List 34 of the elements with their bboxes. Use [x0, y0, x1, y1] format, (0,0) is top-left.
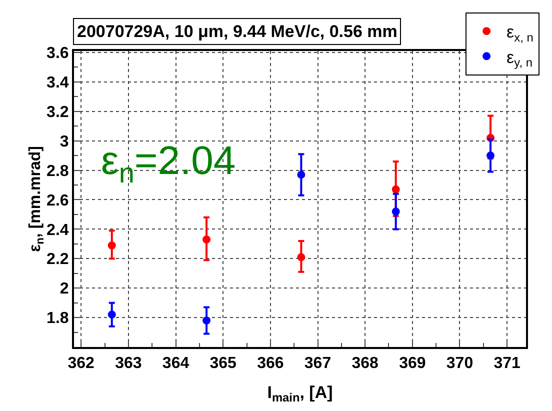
legend-label: ε$_{y, n}$ — [506, 48, 532, 70]
annotation: ε$_{n}$=2.04 — [101, 139, 236, 188]
y-tick-label: 3.6 — [46, 45, 69, 62]
point — [392, 208, 400, 216]
point — [202, 236, 211, 244]
point — [297, 170, 306, 179]
legend-label: ε$_{x, n}$ — [506, 22, 534, 44]
point — [392, 185, 400, 194]
y-tick-label: 2.2 — [46, 251, 69, 268]
x-tick-label: 367 — [304, 355, 332, 372]
y-tick-label: 3 — [60, 133, 69, 150]
y-tick-label: 3.4 — [46, 74, 69, 92]
x-tick-label: 366 — [257, 355, 284, 372]
y-tick-label: 1.8 — [46, 310, 69, 328]
point — [108, 310, 116, 319]
point — [297, 253, 306, 262]
y-tick-label: 2.6 — [46, 192, 69, 210]
y-tick-label: 2.8 — [46, 162, 69, 180]
y-tick-label: 3.2 — [46, 104, 69, 121]
chart-title: 20070729A, 10 μm, 9.44 MeV/c, 0.56 mm — [77, 22, 398, 41]
point — [108, 241, 116, 250]
x-tick-label: 368 — [352, 355, 379, 372]
x-axis-title: I$_{main}$, [A] — [267, 383, 333, 405]
point — [486, 152, 494, 160]
x-tick-label: 369 — [399, 355, 426, 372]
x-tick-label: 371 — [494, 355, 521, 372]
x-tick-label: 364 — [162, 355, 190, 372]
x-tick-label: 365 — [210, 355, 237, 372]
x-tick-label: 363 — [115, 355, 142, 372]
y-tick-label: 2 — [60, 280, 69, 298]
x-tick-label: 370 — [446, 355, 474, 372]
y-tick-label: 2.4 — [46, 222, 69, 239]
point — [202, 316, 211, 324]
x-tick-label: 362 — [68, 355, 95, 372]
